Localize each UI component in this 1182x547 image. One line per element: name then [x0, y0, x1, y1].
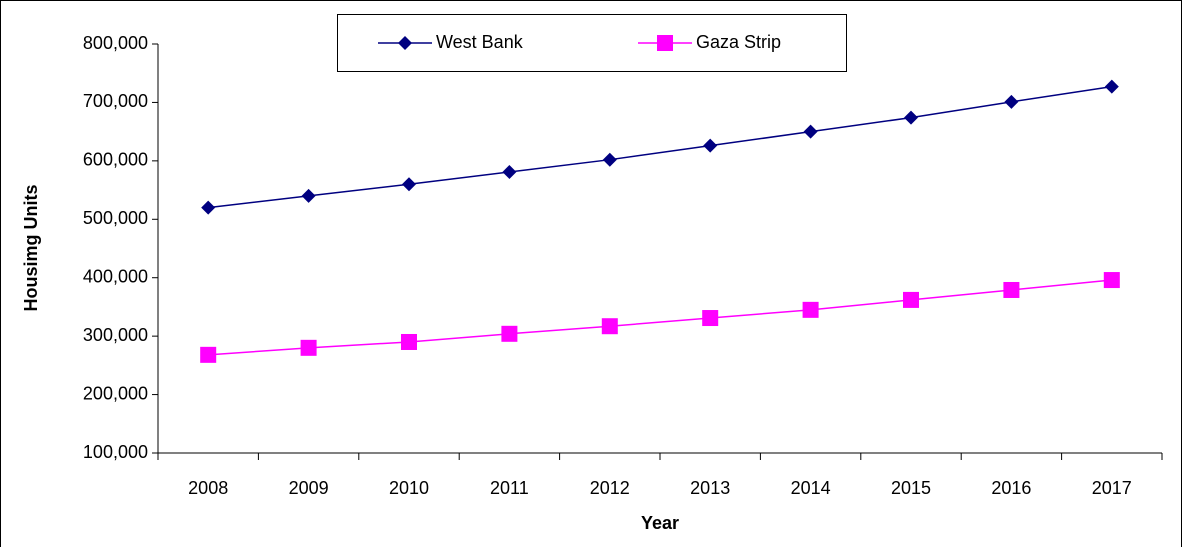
marker [803, 124, 818, 139]
marker [904, 110, 918, 125]
x-tick-label: 2014 [791, 478, 831, 498]
marker [657, 35, 673, 51]
x-tick-label: 2015 [891, 478, 931, 498]
marker [903, 291, 919, 308]
marker [402, 177, 416, 192]
y-tick-label: 300,000 [83, 325, 148, 345]
y-tick-label: 500,000 [83, 208, 148, 228]
marker [802, 301, 819, 318]
y-axis-label: Housimg Units [21, 184, 41, 311]
x-tick-label: 2008 [188, 478, 228, 498]
marker [1004, 94, 1019, 109]
x-tick-label: 2013 [690, 478, 730, 498]
x-tick-label: 2017 [1092, 478, 1132, 498]
x-axis-label: Year [641, 513, 679, 533]
marker [401, 333, 417, 350]
marker [201, 200, 216, 215]
marker [300, 339, 317, 356]
x-tick-label: 2011 [490, 478, 529, 498]
marker [502, 164, 517, 179]
marker [1103, 272, 1120, 289]
x-tick-label: 2012 [590, 478, 630, 498]
series-line [208, 279, 1112, 356]
marker [301, 188, 316, 203]
y-tick-label: 200,000 [83, 383, 148, 403]
y-tick-label: 600,000 [83, 150, 148, 170]
x-tick-label: 2009 [289, 478, 329, 498]
marker [200, 346, 217, 363]
marker [1003, 281, 1020, 298]
marker [398, 36, 412, 50]
marker [703, 138, 718, 153]
y-tick-label: 100,000 [83, 442, 148, 462]
series-line [208, 85, 1112, 209]
x-tick-label: 2016 [991, 478, 1031, 498]
legend-label: Gaza Strip [696, 32, 781, 52]
marker [601, 318, 618, 335]
y-tick-label: 400,000 [83, 266, 148, 286]
x-tick-label: 2010 [389, 478, 429, 498]
legend-label: West Bank [436, 32, 524, 52]
marker [602, 152, 617, 167]
marker [702, 310, 719, 327]
y-tick-label: 800,000 [83, 33, 148, 53]
y-tick-label: 700,000 [83, 91, 148, 111]
marker [1104, 79, 1119, 94]
marker [501, 325, 518, 342]
